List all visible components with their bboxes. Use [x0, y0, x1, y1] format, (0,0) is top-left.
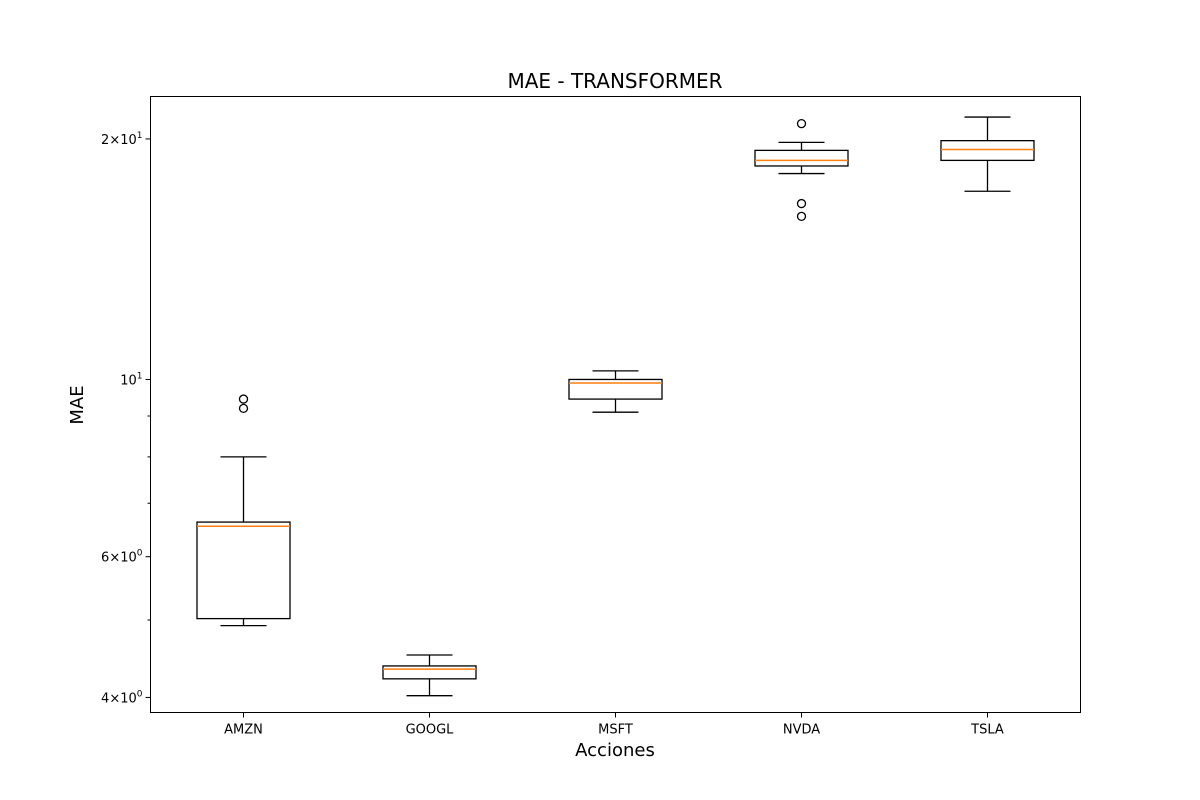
y-axis-label: MAE — [67, 385, 88, 424]
iqr-box — [568, 378, 663, 400]
x-axis-label: Acciones — [575, 740, 655, 761]
outlier-point — [238, 403, 249, 414]
x-tick-label: GOOGL — [406, 723, 455, 738]
y-tick-label: 2×101 — [101, 131, 142, 148]
chart-title: MAE - TRANSFORMER — [507, 69, 722, 93]
box-googl — [382, 654, 477, 697]
box-msft — [568, 370, 663, 413]
box-nvda — [754, 118, 849, 221]
box-amzn — [196, 394, 291, 627]
iqr-box — [754, 149, 849, 167]
y-axis: 4×100 6×100 101 2×101 — [101, 131, 151, 706]
iqr-box — [940, 140, 1035, 162]
iqr-box — [382, 665, 477, 680]
y-tick-label: 101 — [120, 371, 142, 388]
box-tsla — [940, 116, 1035, 192]
plot-area — [196, 116, 1035, 697]
y-tick-label: 4×100 — [101, 689, 143, 706]
outlier-point — [238, 394, 249, 404]
outlier-point — [796, 118, 807, 129]
x-tick-label: AMZN — [224, 723, 263, 738]
y-tick-label: 6×100 — [101, 549, 143, 566]
outlier-point — [796, 211, 807, 221]
iqr-box — [196, 521, 291, 620]
x-tick-label: MSFT — [598, 723, 633, 738]
x-tick-label: TSLA — [970, 723, 1004, 738]
outlier-point — [796, 198, 807, 209]
x-tick-label: NVDA — [783, 723, 820, 738]
x-axis: AMZN GOOGL MSFT NVDA TSLA — [224, 712, 1004, 738]
